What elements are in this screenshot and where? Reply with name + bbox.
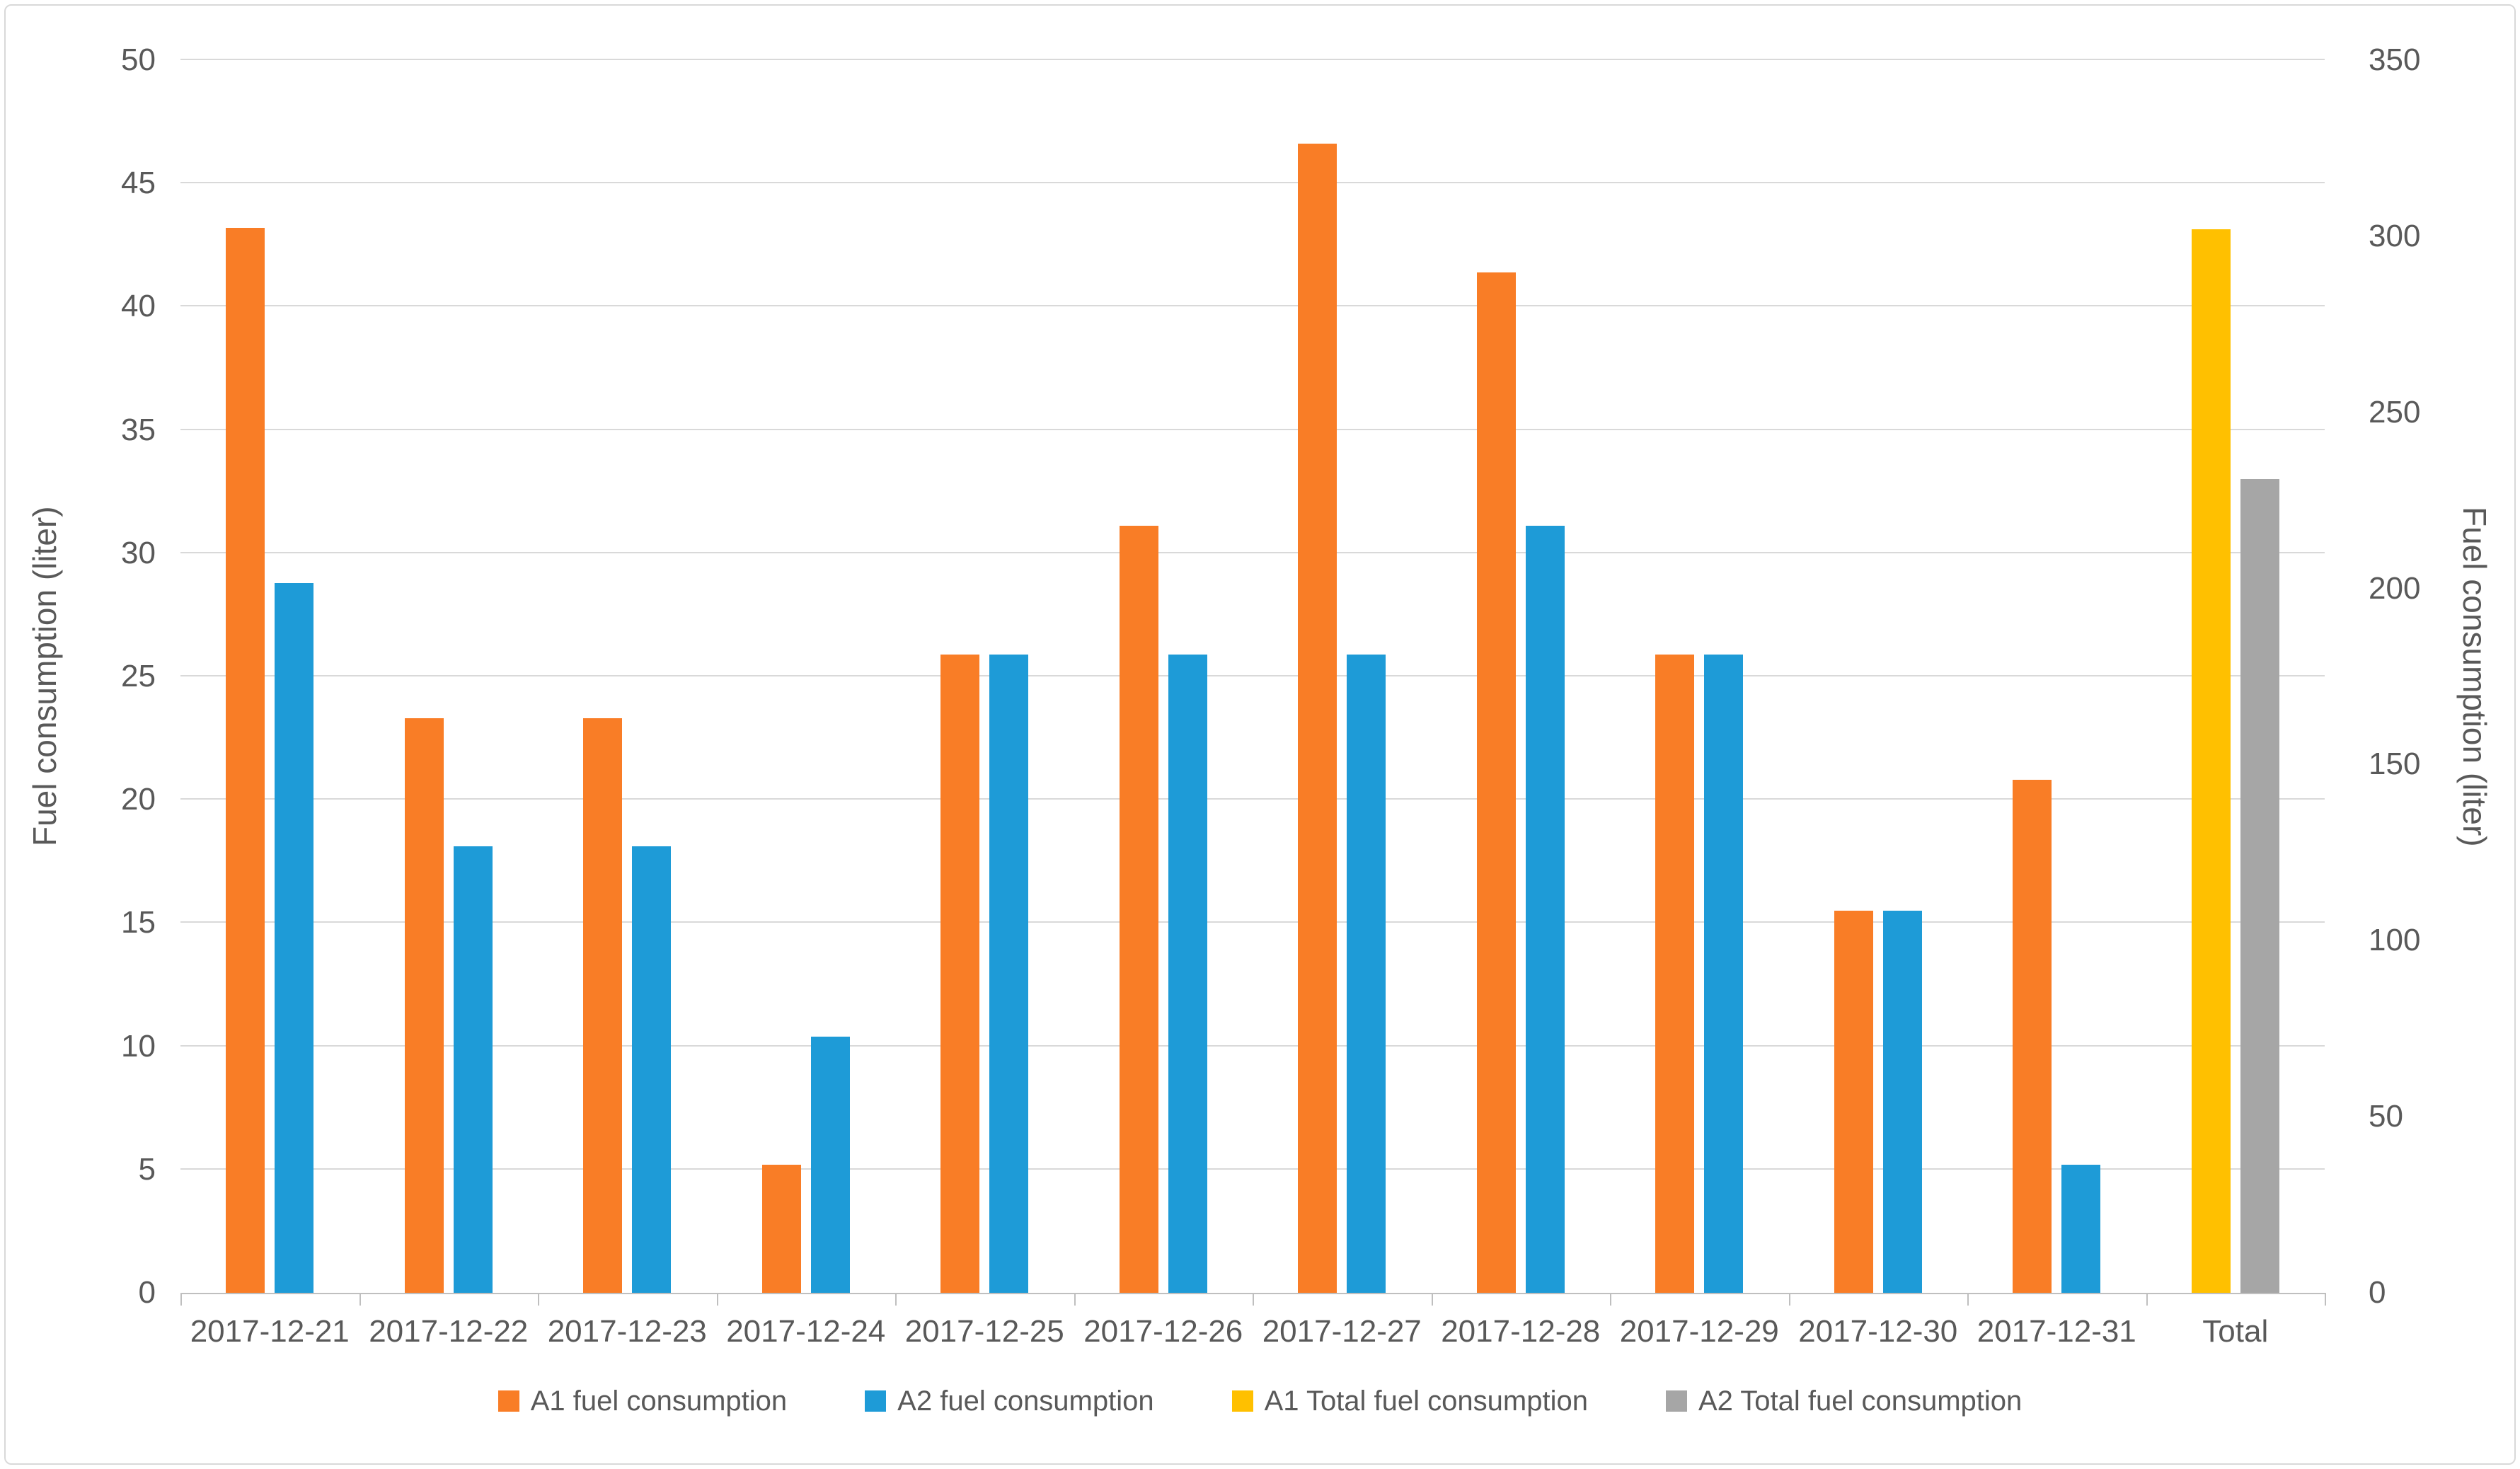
bar-a1-fuel-consumption-2017-12-31	[2013, 780, 2052, 1293]
x-axis-line	[180, 1293, 2326, 1294]
gridline-35	[180, 428, 2325, 430]
tick-label-15: 15	[121, 905, 156, 940]
gridline-10	[180, 1044, 2325, 1047]
tick-label-50: 50	[2369, 1099, 2403, 1134]
category-label-2017-12-21: 2017-12-21	[190, 1314, 350, 1349]
legend-label: A1 fuel consumption	[530, 1386, 788, 1417]
category-label-total: Total	[2202, 1314, 2269, 1349]
category-label-2017-12-26: 2017-12-26	[1083, 1314, 1243, 1349]
category-label-2017-12-23: 2017-12-23	[547, 1314, 707, 1349]
category-label-2017-12-25: 2017-12-25	[904, 1314, 1064, 1349]
bar-a1-fuel-consumption-2017-12-21	[226, 227, 265, 1293]
bar-a1-fuel-consumption-2017-12-27	[1298, 144, 1337, 1293]
legend-item-a1-total-fuel-consumption: A1 Total fuel consumption	[1231, 1386, 1588, 1417]
category-label-2017-12-29: 2017-12-29	[1619, 1314, 1779, 1349]
tick-label-40: 40	[121, 289, 156, 324]
x-axis-tick	[1253, 1293, 1254, 1306]
legend-label: A2 Total fuel consumption	[1698, 1386, 2023, 1417]
bar-a1-fuel-consumption-2017-12-23	[583, 718, 623, 1293]
bar-a1-fuel-consumption-2017-12-26	[1119, 526, 1158, 1293]
tick-label-100: 100	[2369, 923, 2421, 958]
bar-a2-fuel-consumption-2017-12-24	[810, 1036, 850, 1293]
gridline-40	[180, 305, 2325, 307]
x-axis-tick	[716, 1293, 718, 1306]
x-axis-tick	[1074, 1293, 1076, 1306]
category-label-2017-12-27: 2017-12-27	[1262, 1314, 1422, 1349]
category-label-2017-12-24: 2017-12-24	[726, 1314, 886, 1349]
x-axis-category-labels: 2017-12-21 2017-12-22 2017-12-23 2017-12-24…	[180, 1313, 2325, 1356]
plot-area	[180, 59, 2326, 1306]
legend-swatch-icon	[497, 1390, 519, 1412]
legend-item-a2-total-fuel-consumption: A2 Total fuel consumption	[1665, 1386, 2023, 1417]
bar-a1-fuel-consumption-2017-12-29	[1655, 654, 1695, 1293]
x-axis-tick	[359, 1293, 361, 1306]
gridline-25	[180, 675, 2325, 676]
bar-a1-fuel-consumption-2017-12-28	[1476, 272, 1516, 1293]
tick-label-200: 200	[2369, 570, 2421, 606]
tick-label-150: 150	[2369, 747, 2421, 782]
gridline-30	[180, 551, 2325, 553]
left-axis-tick-labels: 0 5 10 15 20 25 30 35 40 45 50	[0, 45, 163, 1308]
category-label-2017-12-30: 2017-12-30	[1798, 1314, 1958, 1349]
x-axis-tick	[2325, 1293, 2326, 1306]
x-axis-tick	[895, 1293, 897, 1306]
tick-label-0: 0	[2369, 1275, 2386, 1310]
tick-label-25: 25	[121, 659, 156, 693]
bar-a1-fuel-consumption-2017-12-25	[940, 654, 980, 1293]
bar-a2-fuel-consumption-2017-12-25	[989, 654, 1029, 1293]
tick-label-5: 5	[138, 1151, 156, 1187]
gridline-45	[180, 182, 2325, 184]
tick-label-35: 35	[121, 412, 156, 447]
x-axis-tick	[1610, 1293, 1611, 1306]
legend-item-a1-fuel-consumption: A1 fuel consumption	[497, 1386, 788, 1417]
gridline-50	[180, 59, 2325, 60]
tick-label-350: 350	[2369, 42, 2421, 77]
tick-label-300: 300	[2369, 218, 2421, 253]
legend-label: A2 fuel consumption	[897, 1386, 1154, 1417]
gridline-5	[180, 1168, 2325, 1170]
category-label-2017-12-31: 2017-12-31	[1977, 1314, 2136, 1349]
gridline-20	[180, 798, 2325, 800]
right-axis-title: Fuel consumption (liter)	[2456, 506, 2493, 847]
x-axis-tick	[2146, 1293, 2148, 1306]
legend: A1 fuel consumption A2 fuel consumption A1…	[0, 1386, 2520, 1417]
legend-swatch-icon	[865, 1390, 887, 1412]
bar-a2-fuel-consumption-2017-12-22	[453, 846, 493, 1293]
bar-a2-fuel-consumption-2017-12-31	[2061, 1164, 2101, 1293]
bar-a1-fuel-consumption-2017-12-22	[404, 718, 444, 1293]
tick-label-30: 30	[121, 535, 156, 570]
legend-item-a2-fuel-consumption: A2 fuel consumption	[865, 1386, 1154, 1417]
bar-a1-total-fuel-consumption-total	[2191, 229, 2231, 1293]
bar-a2-fuel-consumption-2017-12-30	[1882, 910, 1922, 1293]
legend-swatch-icon	[1231, 1390, 1253, 1412]
tick-label-250: 250	[2369, 394, 2421, 430]
tick-label-10: 10	[121, 1028, 156, 1064]
x-axis-tick	[1788, 1293, 1790, 1306]
bar-a2-fuel-consumption-2017-12-28	[1525, 526, 1565, 1293]
x-axis-tick	[538, 1293, 539, 1306]
bar-a2-fuel-consumption-2017-12-27	[1347, 654, 1386, 1293]
legend-swatch-icon	[1665, 1390, 1687, 1412]
tick-label-0: 0	[138, 1275, 156, 1310]
bar-a2-fuel-consumption-2017-12-26	[1168, 654, 1207, 1293]
tick-label-20: 20	[121, 782, 156, 817]
category-label-2017-12-22: 2017-12-22	[369, 1314, 529, 1349]
gridline-15	[180, 921, 2325, 923]
tick-label-45: 45	[121, 166, 156, 201]
bar-a2-fuel-consumption-2017-12-21	[275, 582, 314, 1293]
legend-label: A1 Total fuel consumption	[1264, 1386, 1588, 1417]
x-axis-tick	[1967, 1293, 1969, 1306]
right-axis-tick-labels: 0 50 100 150 200 250 300 350	[2369, 45, 2510, 1308]
bar-a2-fuel-consumption-2017-12-29	[1704, 654, 1744, 1293]
bar-a1-fuel-consumption-2017-12-30	[1834, 910, 1873, 1293]
x-axis-tick	[180, 1293, 182, 1306]
category-label-2017-12-28: 2017-12-28	[1441, 1314, 1601, 1349]
bar-a1-fuel-consumption-2017-12-24	[761, 1164, 801, 1293]
bar-a2-total-fuel-consumption-total	[2240, 479, 2279, 1293]
x-axis-tick	[1431, 1293, 1433, 1306]
tick-label-50: 50	[121, 42, 156, 77]
bar-a2-fuel-consumption-2017-12-23	[632, 846, 672, 1293]
